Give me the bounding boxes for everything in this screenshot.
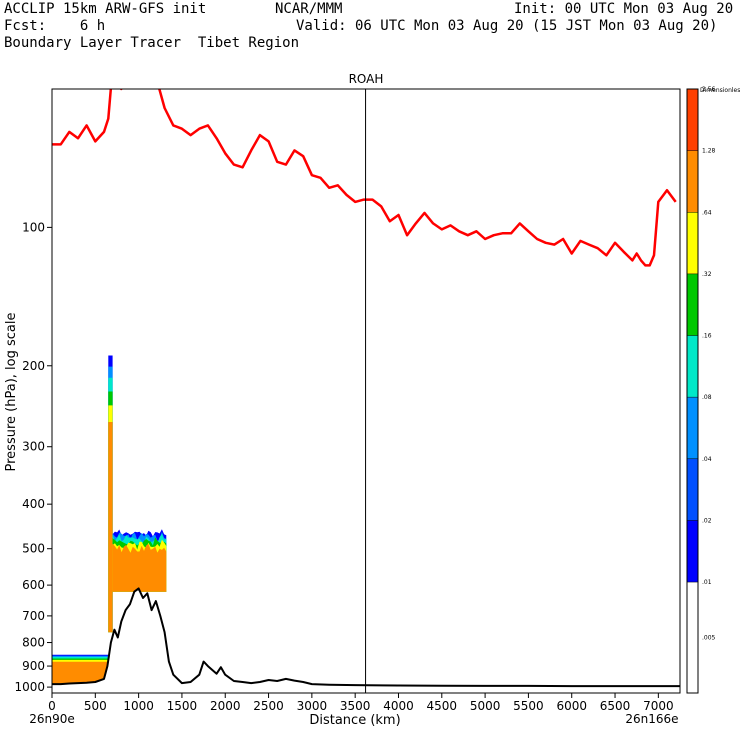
- x-tick-label: 3500: [340, 699, 371, 713]
- x-tick-label: 6500: [600, 699, 631, 713]
- y-tick-label: 1000: [14, 680, 45, 694]
- tracer-layer: [112, 543, 167, 592]
- y-tick-label: 300: [22, 440, 45, 454]
- colorbar-segment: [687, 397, 698, 459]
- x-axis-label: Distance (km): [309, 713, 400, 728]
- colorbar-segment: [687, 273, 698, 336]
- colorbar-label: .04: [702, 456, 712, 463]
- y-tick-label: 500: [22, 542, 45, 556]
- colorbar-label: .02: [702, 517, 712, 524]
- tracer-layer: [108, 422, 113, 633]
- header-line2-left: Fcst: 6 h: [4, 18, 106, 34]
- x-axis-ticks: 0 500 1000 1500 2000 2500 3000 3500 4000 4500 5000…: [48, 693, 674, 713]
- colorbar: .005 .01 .02 .04 .08 .16 .32 .64 1.28 2.56Dimensi…: [686, 86, 740, 694]
- colorbar-label: .005: [702, 635, 716, 642]
- x-tick-label: 6000: [556, 699, 587, 713]
- below-terrain-mask: [52, 588, 680, 693]
- chart-title: ROAH: [349, 72, 384, 86]
- y-axis-ticks: 100 200 300 400 500 600 700 800 900 1000: [14, 220, 52, 694]
- colorbar-label: 1.28: [702, 148, 716, 155]
- colorbar-label: .08: [702, 394, 712, 401]
- y-tick-label: 700: [22, 609, 45, 623]
- colorbar-segment: [687, 458, 698, 521]
- colorbar-label: .01: [702, 579, 712, 586]
- header-line1-mid: NCAR/MMM: [275, 1, 343, 17]
- x-tick-label: 4000: [383, 699, 414, 713]
- colorbar-segment: [687, 150, 698, 213]
- black-series-line: [52, 587, 680, 688]
- header-line1-right: Init: 00 UTC Mon 03 Aug 20: [514, 1, 734, 17]
- header-line3-left: Boundary Layer Tracer Tibet Region: [4, 35, 300, 51]
- tracer-shading: [52, 355, 680, 693]
- x-tick-label: 7000: [643, 699, 674, 713]
- header-line2-right: Valid: 06 UTC Mon 03 Aug 20 (15 JST Mon …: [296, 18, 718, 34]
- colorbar-segment: [687, 212, 698, 274]
- x-start-label: 26n90e: [29, 712, 75, 726]
- y-tick-label: 900: [22, 659, 45, 673]
- x-tick-label: 3000: [297, 699, 328, 713]
- tracer-layer: [52, 661, 109, 685]
- x-tick-label: 500: [84, 699, 107, 713]
- x-tick-label: 1500: [167, 699, 198, 713]
- y-tick-label: 400: [22, 497, 45, 511]
- x-tick-label: 5000: [470, 699, 501, 713]
- x-tick-label: 5500: [513, 699, 544, 713]
- y-tick-label: 800: [22, 636, 45, 650]
- colorbar-segment: [687, 89, 698, 151]
- x-tick-label: 1000: [123, 699, 154, 713]
- x-tick-label: 2000: [210, 699, 241, 713]
- series-lines: [52, 89, 680, 688]
- colorbar-label: .32: [702, 271, 712, 278]
- x-tick-label: 4500: [427, 699, 458, 713]
- plot-frame: [51, 88, 681, 694]
- header-line1-left: ACCLIP 15km ARW-GFS init: [4, 1, 207, 17]
- colorbar-segment: [687, 582, 698, 693]
- colorbar-label: 2.56: [702, 86, 716, 93]
- y-tick-label: 100: [22, 220, 45, 234]
- colorbar-label: .64: [702, 209, 712, 216]
- y-tick-label: 200: [22, 359, 45, 373]
- x-tick-label: 2500: [253, 699, 284, 713]
- colorbar-label: .16: [702, 333, 712, 340]
- x-end-label: 26n166e: [625, 712, 678, 726]
- y-axis-label: Pressure (hPa), log scale: [4, 313, 19, 472]
- x-tick-label: 0: [48, 699, 56, 713]
- colorbar-segment: [687, 335, 698, 398]
- colorbar-top-label: Dimensionless: [700, 87, 740, 94]
- y-tick-label: 600: [22, 578, 45, 592]
- red-series-line: [52, 89, 677, 267]
- colorbar-segment: [687, 520, 698, 583]
